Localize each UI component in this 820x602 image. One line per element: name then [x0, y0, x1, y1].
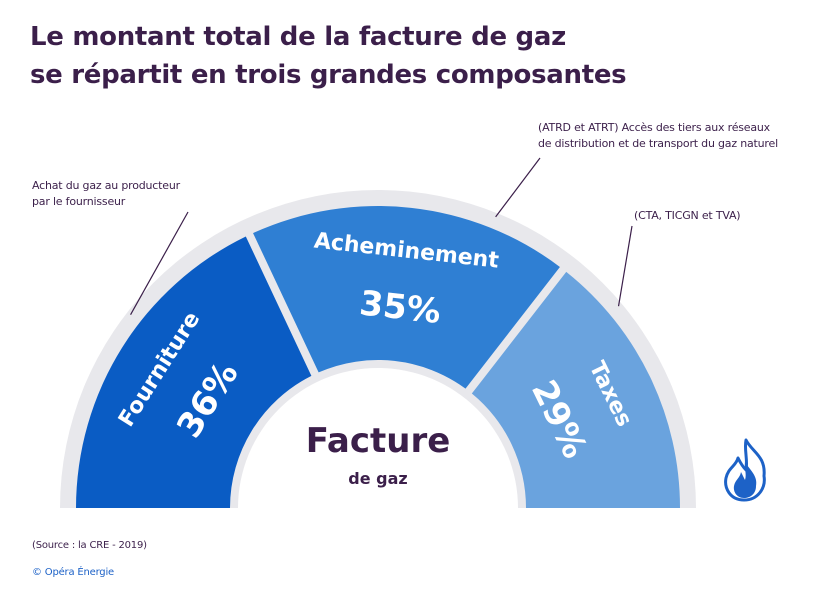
note-acheminement-line-1: (ATRD et ATRT) Accès des tiers aux résea…: [538, 121, 770, 134]
center-area: Facture de gaz: [238, 368, 518, 508]
note-taxes: (CTA, TICGN et TVA): [634, 208, 741, 224]
note-fourniture-line-1: Achat du gaz au producteur: [32, 179, 180, 192]
segment-value-acheminement: 35%: [357, 283, 442, 332]
source-note: (Source : la CRE - 2019): [32, 540, 147, 551]
flame-fill: [733, 462, 757, 498]
copyright: © Opéra Énergie: [32, 567, 114, 578]
note-fourniture-line-2: par le fournisseur: [32, 195, 126, 208]
note-acheminement-line-2: de distribution et de transport du gaz n…: [538, 137, 778, 150]
note-acheminement: (ATRD et ATRT) Accès des tiers aux résea…: [538, 120, 778, 152]
chart-title-line-1: Le montant total de la facture de gaz: [30, 22, 566, 52]
flame-icon: [724, 438, 766, 502]
note-taxes-line-1: (CTA, TICGN et TVA): [634, 209, 741, 222]
leader-line-taxes: [617, 225, 633, 307]
chart-title-line-2: se répartit en trois grandes composantes: [30, 60, 627, 90]
segment-taxes: [471, 271, 680, 508]
note-fourniture: Achat du gaz au producteur par le fourni…: [32, 178, 180, 210]
leader-line-acheminement: [495, 157, 541, 218]
center-label-sub: de gaz: [348, 469, 407, 488]
leader-lines: [130, 157, 633, 315]
leader-line-fourniture: [130, 211, 189, 315]
segment-acheminement: [253, 206, 560, 389]
center-hub: [238, 368, 518, 508]
segment-fourniture: [76, 236, 312, 508]
chart-title: Le montant total de la facture de gaz se…: [30, 18, 790, 94]
center-label-main: Facture: [306, 421, 451, 461]
